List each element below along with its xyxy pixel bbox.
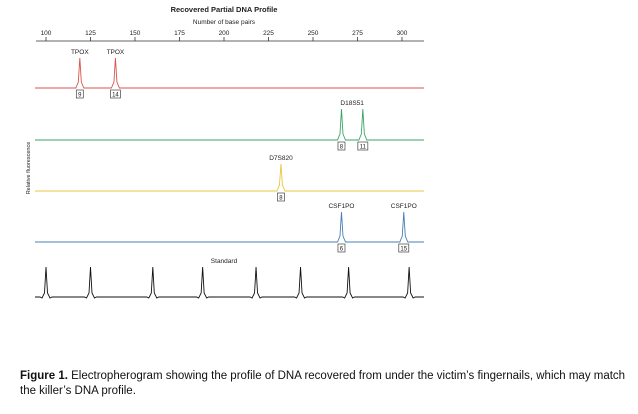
allele-box bbox=[337, 243, 346, 253]
figure-caption: Figure 1. Electropherogram showing the p… bbox=[20, 369, 632, 399]
allele-box bbox=[75, 89, 84, 99]
allele-label: 6 bbox=[340, 247, 344, 253]
allele-box bbox=[337, 141, 346, 151]
x-axis-label: Number of base pairs bbox=[193, 19, 256, 26]
caption-label: Figure 1. bbox=[20, 370, 68, 382]
allele-label: 14 bbox=[112, 93, 119, 99]
x-tick-label: 125 bbox=[85, 30, 96, 37]
allele-label: 8 bbox=[340, 145, 344, 151]
allele-box bbox=[398, 243, 410, 253]
x-tick-label: 225 bbox=[263, 30, 274, 37]
allele-box bbox=[277, 192, 285, 202]
series-d18s51-locus-label: D18S51 bbox=[340, 100, 364, 107]
x-tick-label: 300 bbox=[397, 30, 408, 37]
electropherogram-svg: Recovered Partial DNA Profile Number of b… bbox=[26, 5, 424, 299]
series-standard-trace bbox=[35, 266, 424, 299]
x-tick-label: 275 bbox=[352, 30, 363, 37]
peak-locus-label: CSF1PO bbox=[328, 203, 354, 210]
series-d7s820-trace bbox=[35, 163, 424, 192]
peak-locus-label: TPOX bbox=[107, 49, 125, 56]
allele-box bbox=[110, 89, 121, 99]
allele-label: 9 bbox=[78, 93, 82, 99]
series-standard-name-label: Standard bbox=[211, 258, 238, 265]
x-tick-label: 100 bbox=[41, 30, 52, 37]
series-csf1po-trace bbox=[35, 211, 424, 243]
electropherogram-chart: Recovered Partial DNA Profile Number of b… bbox=[26, 5, 424, 299]
allele-label: 15 bbox=[400, 247, 407, 253]
x-tick-label: 175 bbox=[174, 30, 185, 37]
x-tick-label: 200 bbox=[219, 30, 230, 37]
peak-locus-label: CSF1PO bbox=[391, 203, 417, 210]
x-tick-label: 150 bbox=[130, 30, 141, 37]
x-tick-label: 250 bbox=[308, 30, 319, 37]
y-axis-label: Relative fluorescence bbox=[26, 142, 32, 195]
allele-label: 11 bbox=[360, 145, 367, 151]
series-d18s51-trace bbox=[35, 108, 424, 141]
chart-title: Recovered Partial DNA Profile bbox=[171, 5, 278, 14]
allele-label: 8 bbox=[279, 196, 283, 202]
peak-locus-label: TPOX bbox=[71, 49, 89, 56]
peak-locus-label: D7S820 bbox=[269, 155, 293, 162]
caption-text: Electropherogram showing the profile of … bbox=[20, 370, 626, 397]
allele-box bbox=[357, 141, 369, 151]
series-tpox-trace bbox=[35, 57, 424, 89]
